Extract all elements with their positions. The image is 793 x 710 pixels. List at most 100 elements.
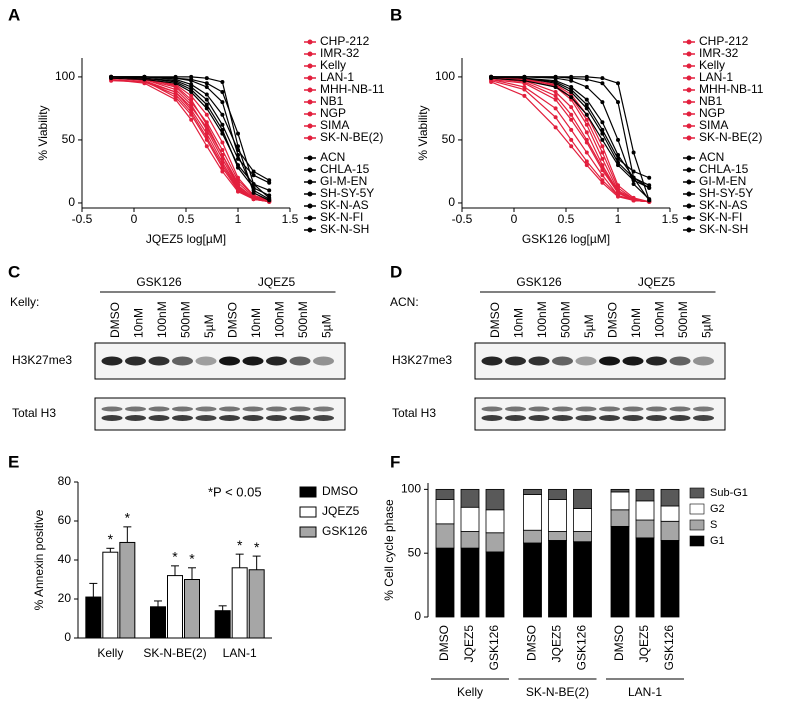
data-point <box>204 120 209 125</box>
data-point <box>569 95 574 100</box>
legend-label: Kelly <box>320 58 346 72</box>
legend-label: NGP <box>699 106 725 120</box>
data-point <box>189 87 194 92</box>
lane-label: 10nM <box>629 308 643 338</box>
cell-line-label: Kelly: <box>10 295 39 309</box>
legend-label: MHH-NB-11 <box>699 82 764 96</box>
data-point <box>616 100 620 105</box>
x-tick-label: GSK126 <box>662 625 676 671</box>
lane-label: 10nM <box>249 308 263 338</box>
band <box>289 356 311 366</box>
legend-marker <box>307 135 313 141</box>
bar-segment <box>460 547 480 618</box>
bar-segment <box>435 547 455 618</box>
x-tick-label: DMSO <box>612 625 626 661</box>
y-tick-label: 50 <box>408 545 422 559</box>
legend-label: ACN <box>699 150 724 164</box>
data-point <box>553 74 558 79</box>
band <box>669 415 691 421</box>
data-point <box>220 122 225 127</box>
legend-label: LAN-1 <box>320 70 354 84</box>
group-label: Kelly <box>457 685 483 699</box>
band <box>148 356 170 366</box>
bar-segment <box>460 531 480 549</box>
row-label: Total H3 <box>12 406 56 420</box>
lane-label: 100nM <box>155 301 169 338</box>
group-label: JQEZ5 <box>638 275 676 289</box>
curve <box>111 78 270 202</box>
data-point <box>220 140 225 145</box>
band <box>528 406 550 412</box>
legend-marker <box>307 191 313 197</box>
legend-label: SK-N-FI <box>699 210 742 224</box>
data-point <box>553 84 558 89</box>
bar-segment <box>485 509 505 534</box>
data-point <box>569 117 574 122</box>
legend-marker <box>307 203 313 209</box>
data-point <box>220 169 225 174</box>
band <box>552 415 573 421</box>
data-point <box>569 105 574 110</box>
bar-segment <box>610 488 630 493</box>
y-tick-label: 20 <box>58 591 72 605</box>
bar-segment <box>523 494 542 531</box>
blot-frame <box>474 397 726 431</box>
legend-marker <box>686 99 692 105</box>
data-point <box>600 150 605 155</box>
band <box>669 406 691 412</box>
data-point <box>236 175 240 180</box>
x-axis-label: JQEZ5 log[µM] <box>146 232 226 246</box>
panel-label: A <box>8 5 20 24</box>
band <box>622 415 644 421</box>
data-point <box>600 76 605 81</box>
band <box>505 406 526 412</box>
band <box>289 406 311 412</box>
data-point <box>647 183 652 188</box>
data-point <box>569 112 574 117</box>
band <box>195 356 217 366</box>
bar <box>119 541 136 639</box>
bar-segment <box>573 541 592 618</box>
x-tick-label: 1.5 <box>662 212 679 226</box>
band <box>101 356 123 366</box>
bar-segment <box>660 520 680 541</box>
legend-swatch <box>299 526 317 538</box>
data-point <box>553 115 558 120</box>
data-point <box>569 90 574 95</box>
bar-segment <box>610 525 630 618</box>
data-point <box>173 90 178 95</box>
band <box>195 415 217 421</box>
legend-swatch <box>689 487 705 499</box>
legend-label: NB1 <box>699 94 723 108</box>
legend-label: SIMA <box>320 118 349 132</box>
band <box>505 415 526 421</box>
data-point <box>251 182 256 187</box>
data-point <box>522 87 527 92</box>
data-point <box>189 77 194 82</box>
data-point <box>522 76 527 81</box>
y-tick-label: 100 <box>401 482 421 496</box>
x-tick-label: Kelly <box>97 646 123 660</box>
legend-marker <box>307 123 313 129</box>
lane-label: 500nM <box>296 301 310 338</box>
band <box>313 356 334 366</box>
lane-label: 10nM <box>512 308 526 338</box>
legend-marker <box>686 87 692 93</box>
data-point <box>220 112 225 117</box>
legend-label: SIMA <box>699 118 728 132</box>
data-point <box>204 106 209 111</box>
band <box>622 356 644 366</box>
data-point <box>173 77 178 82</box>
band <box>172 356 193 366</box>
bar-segment <box>548 540 567 618</box>
lane-label: DMSO <box>606 302 620 338</box>
data-point <box>236 131 240 136</box>
legend-marker <box>686 155 692 161</box>
legend-marker <box>307 63 313 69</box>
bar-segment <box>548 488 567 500</box>
data-point <box>220 153 225 158</box>
data-point <box>553 93 558 98</box>
cell-line-label: ACN: <box>390 295 419 309</box>
data-point <box>600 131 605 136</box>
